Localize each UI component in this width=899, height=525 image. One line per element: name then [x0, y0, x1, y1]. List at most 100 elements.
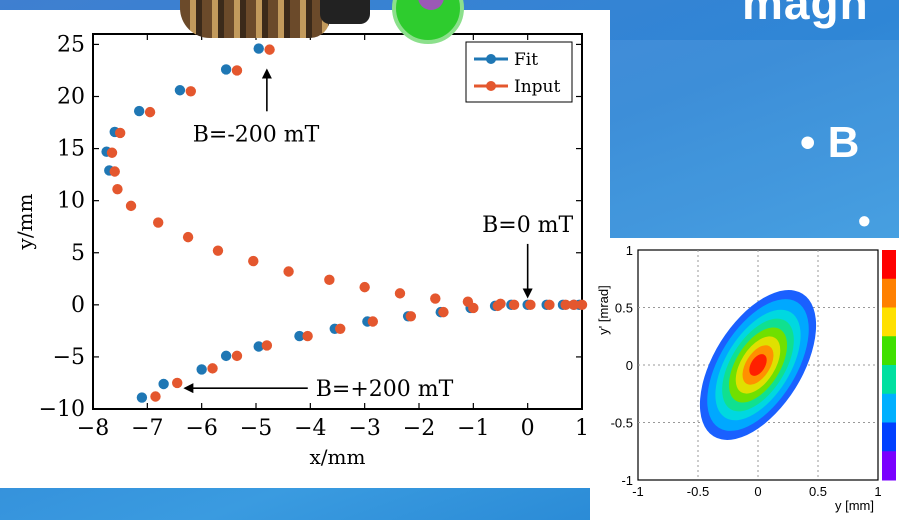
colorbar-segment — [882, 422, 896, 452]
y-tick-label: 10 — [57, 189, 85, 214]
data-point-input — [231, 65, 243, 76]
inset-y-tick-label: 0 — [626, 358, 633, 373]
x-axis-label: x/mm — [310, 445, 366, 469]
data-point-fit — [133, 105, 145, 117]
data-point-input — [430, 293, 441, 304]
plot-frame — [92, 33, 583, 410]
disc-core — [418, 0, 444, 10]
slide-title: magn — [742, 0, 869, 29]
colorbar-segment — [882, 336, 896, 366]
y-tick-label: 25 — [57, 32, 85, 57]
detector-photo — [150, 0, 380, 38]
data-point-input — [185, 86, 196, 97]
inset-x-tick-label: 0 — [754, 484, 761, 499]
data-point-fit — [253, 43, 264, 54]
inset-y-tick-label: 1 — [626, 243, 633, 258]
inset-y-tick-label: 0.5 — [615, 301, 633, 316]
data-point-fit — [136, 392, 148, 403]
data-point-input — [302, 330, 313, 342]
data-point-input — [144, 106, 156, 118]
inset-x-tick-label: 0.5 — [809, 484, 827, 499]
data-point-input — [438, 306, 449, 318]
y-tick-label: −5 — [53, 345, 85, 370]
density-blob — [699, 290, 817, 440]
data-point-input — [248, 255, 259, 267]
data-point-input — [264, 44, 275, 55]
data-point-fit — [253, 341, 264, 352]
density-contour — [749, 354, 767, 376]
x-tick-label: 1 — [575, 416, 589, 441]
data-point-input — [405, 311, 417, 322]
x-tick-label: −1 — [457, 416, 489, 441]
x-tick-label: −2 — [403, 416, 435, 441]
data-point-input — [212, 245, 224, 256]
legend-label: Fit — [514, 50, 538, 70]
inset-y-tick-label: -0.5 — [611, 416, 633, 431]
main-plot-panel: −8 −7 −6 −5 −4 −3 −2 −1 0 1 −10 −5 0 5 10 15 20 25 x/mm y/m… — [0, 10, 610, 488]
inset-y-axis-label: y' [mrad] — [596, 285, 611, 334]
x-tick-label: 0 — [521, 416, 535, 441]
y-tick-label: −10 — [39, 397, 85, 422]
x-tick-label: −3 — [348, 416, 380, 441]
legend-label: Input — [514, 77, 560, 97]
data-point-fit — [294, 330, 305, 342]
y-tick-label: 0 — [71, 293, 85, 318]
annotation-label: B=0 mT — [482, 213, 573, 238]
bullet-item: • B — [800, 118, 860, 167]
annotation-label: B=-200 mT — [193, 122, 320, 147]
data-point-fit — [174, 85, 186, 96]
data-point-fit — [220, 350, 232, 362]
inset-x-axis-label: y [mm] — [835, 498, 874, 513]
x-tick-label: −8 — [77, 416, 109, 441]
annotation-label: B=+200 mT — [316, 377, 454, 402]
x-tick-label: −7 — [131, 416, 163, 441]
data-point-input — [125, 200, 137, 212]
data-point-fit — [220, 64, 232, 75]
data-point-input — [560, 299, 571, 311]
colorbar-segment — [882, 307, 896, 337]
colorbar-segment — [882, 451, 896, 481]
data-point-input — [207, 363, 218, 374]
inset-x-tick-label: 1 — [874, 484, 881, 499]
y-axis-label: y/mm — [13, 193, 37, 250]
data-point-fit — [196, 364, 207, 375]
y-tick-label: 5 — [71, 241, 85, 266]
data-point-input — [525, 299, 536, 311]
data-point-input — [172, 377, 183, 389]
data-point-input — [508, 299, 520, 311]
detector-drum — [180, 0, 330, 38]
x-tick-label: −5 — [240, 416, 272, 441]
data-point-input — [114, 127, 126, 139]
bullet-item: • — [858, 200, 871, 241]
data-point-input — [283, 266, 294, 277]
inset-x-tick-label: -1 — [632, 484, 644, 499]
data-point-input — [182, 231, 194, 243]
colorbar-segment — [882, 278, 896, 308]
data-point-input — [106, 147, 118, 158]
inset-y-tick-label: -1 — [621, 473, 633, 488]
data-point-input — [109, 166, 120, 177]
data-point-input — [153, 217, 164, 228]
legend-marker — [486, 54, 496, 64]
data-point-input — [112, 184, 123, 195]
data-point-input — [359, 281, 370, 293]
data-point-input — [261, 340, 273, 351]
data-point-input — [335, 323, 346, 334]
data-point-input — [568, 299, 580, 311]
legend-marker — [486, 81, 496, 91]
main-scatter-plot: −8 −7 −6 −5 −4 −3 −2 −1 0 1−10−50510152025x/mmy/m… — [13, 32, 589, 469]
colorbar-segment — [882, 365, 896, 395]
detector-end — [320, 0, 370, 24]
inset-plot-panel: -1 -0.5 0 0.5 1 -1 -0.5 0 0.5 1 y [mm] y' [mrad] — [590, 238, 899, 520]
data-point-input — [231, 350, 243, 362]
data-point-input — [324, 274, 335, 286]
x-tick-label: −4 — [294, 416, 326, 441]
legend — [465, 41, 573, 103]
data-point-input — [576, 299, 588, 311]
data-point-input — [544, 299, 555, 311]
y-tick-label: 15 — [57, 137, 85, 162]
inset-x-tick-label: -0.5 — [687, 484, 709, 499]
colorbar-segment — [882, 250, 896, 280]
phase-space-heatmap: -1 -0.5 0 0.5 1-1-0.500.51y [mm]y' [mrad] — [596, 243, 896, 513]
data-point-input — [468, 302, 479, 314]
